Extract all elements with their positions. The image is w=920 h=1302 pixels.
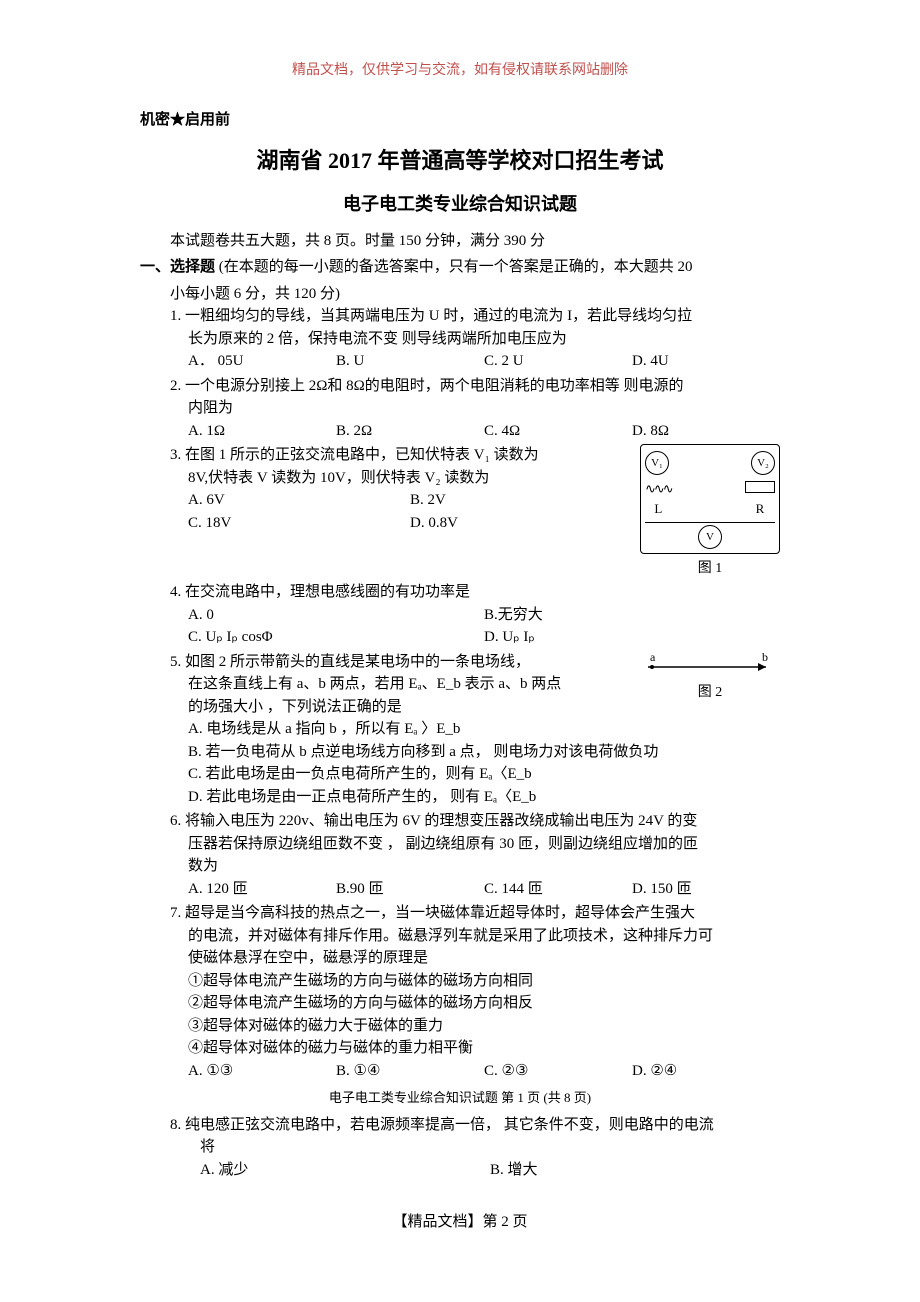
q3-stem2: 8V,伏特表 V 读数为 10V，则伏特表 V₂ 读数为 bbox=[188, 467, 632, 490]
q7-stmt-3: ③超导体对磁体的磁力大于磁体的重力 bbox=[188, 1015, 780, 1038]
q4-opt-c: C. Uₚ Iₚ cosΦ bbox=[188, 626, 484, 649]
q6-opt-a: A. 120 匝 bbox=[188, 878, 336, 901]
q3-opt-a: A. 6V bbox=[188, 489, 410, 512]
q1-stem2: 长为原来的 2 倍，保持电流不变 则导线两端所加电压应为 bbox=[188, 328, 780, 351]
q5-opt-a: A. 电场线是从 a 指向 b ，所以有 Eₐ 〉E_b bbox=[188, 718, 780, 741]
q8-opt-a: A. 减少 bbox=[200, 1159, 490, 1182]
fig1-meter-v: V bbox=[698, 525, 722, 549]
question-7: 7. 超导是当今高科技的热点之一，当一块磁体靠近超导体时，超导体会产生强大 的电… bbox=[170, 902, 780, 1082]
q1-opt-d: D. 4U bbox=[632, 350, 780, 373]
q7-stmt-4: ④超导体对磁体的磁力与磁体的重力相平衡 bbox=[188, 1037, 780, 1060]
q6-stem2: 压器若保持原边绕组匝数不变 ， 副边绕组原有 30 匝，则副边绕组应增加的匝 bbox=[188, 833, 780, 856]
q7-stem1: 7. 超导是当今高科技的热点之一，当一块磁体靠近超导体时，超导体会产生强大 bbox=[170, 902, 780, 925]
question-3: 3. 在图 1 所示的正弦交流电路中，已知伏特表 V₁ 读数为 8V,伏特表 V… bbox=[170, 444, 780, 579]
question-8: 8. 纯电感正弦交流电路中，若电源频率提高一倍， 其它条件不变，则电路中的电流 … bbox=[170, 1114, 780, 1182]
q2-opt-a: A. 1Ω bbox=[188, 420, 336, 443]
q4-opt-b: B.无穷大 bbox=[484, 604, 780, 627]
question-1: 1. 一粗细均匀的导线，当其两端电压为 U 时，通过的电流为 I，若此导线均匀拉… bbox=[170, 305, 780, 373]
q3-opt-c: C. 18V bbox=[188, 512, 410, 535]
page-footer: 【精品文档】第 2 页 bbox=[140, 1211, 780, 1234]
q3-opt-b: B. 2V bbox=[410, 489, 632, 512]
question-2: 2. 一个电源分别接上 2Ω和 8Ω的电阻时，两个电阻消耗的电功率相等 则电源的… bbox=[170, 375, 780, 443]
q7-stmt-2: ②超导体电流产生磁场的方向与磁体的磁场方向相反 bbox=[188, 992, 780, 1015]
q3-stem1: 3. 在图 1 所示的正弦交流电路中，已知伏特表 V₁ 读数为 bbox=[170, 444, 632, 467]
q8-stem1: 8. 纯电感正弦交流电路中，若电源频率提高一倍， 其它条件不变，则电路中的电流 bbox=[170, 1114, 780, 1137]
q1-stem1: 1. 一粗细均匀的导线，当其两端电压为 U 时，通过的电流为 I，若此导线均匀拉 bbox=[170, 305, 780, 328]
q5-opt-c: C. 若此电场是由一负点电荷所产生的，则有 Eₐ〈E_b bbox=[188, 763, 780, 786]
q2-opt-c: C. 4Ω bbox=[484, 420, 632, 443]
q6-stem1: 6. 将输入电压为 220v、输出电压为 6V 的理想变压器改绕成输出电压为 2… bbox=[170, 810, 780, 833]
fig2-caption: 图 2 bbox=[640, 682, 780, 703]
q7-stem3: 使磁体悬浮在空中，磁悬浮的原理是 bbox=[188, 947, 780, 970]
exam-title-main: 湖南省 2017 年普通高等学校对口招生考试 bbox=[140, 144, 780, 177]
fig1-caption: 图 1 bbox=[640, 558, 780, 579]
figure-1: V₁ V₂ ∿∿∿L R V 图 1 bbox=[640, 444, 780, 579]
section-1-desc2: 小每小题 6 分，共 120 分) bbox=[170, 283, 780, 306]
fig1-meter-v2: V₂ bbox=[751, 451, 775, 475]
q1-opt-b: B. U bbox=[336, 350, 484, 373]
q5-opt-b: B. 若一负电荷从 b 点逆电场线方向移到 a 点， 则电场力对该电荷做负功 bbox=[188, 741, 780, 764]
q8-opt-b: B. 增大 bbox=[490, 1159, 780, 1182]
q3-opt-d: D. 0.8V bbox=[410, 512, 632, 535]
q2-stem2: 内阻为 bbox=[188, 397, 780, 420]
fig2-arrow-icon: a b bbox=[640, 651, 780, 675]
q6-stem3: 数为 bbox=[188, 855, 780, 878]
figure-2: a b 图 2 bbox=[640, 651, 780, 704]
q5-stem1: 5. 如图 2 所示带箭头的直线是某电场中的一条电场线， bbox=[170, 651, 632, 674]
q6-opt-c: C. 144 匝 bbox=[484, 878, 632, 901]
fig2-label-a: a bbox=[650, 651, 656, 664]
q8-stem2: 将 bbox=[200, 1136, 780, 1159]
q1-opt-a: A． 05U bbox=[188, 350, 336, 373]
fig1-meter-v1: V₁ bbox=[645, 451, 669, 475]
section-1-header: 一、选择题 (在本题的每一小题的备选答案中，只有一个答案是正确的，本大题共 20 bbox=[140, 256, 780, 279]
section-1-label: 一、选择题 bbox=[140, 259, 215, 275]
q1-opt-c: C. 2 U bbox=[484, 350, 632, 373]
q7-opt-d: D. ②④ bbox=[632, 1060, 780, 1083]
q6-opt-d: D. 150 匝 bbox=[632, 878, 780, 901]
q7-opt-c: C. ②③ bbox=[484, 1060, 632, 1083]
q4-stem: 4. 在交流电路中，理想电感线圈的有功功率是 bbox=[170, 581, 780, 604]
q4-opt-d: D. Uₚ Iₚ bbox=[484, 626, 780, 649]
inner-page-number: 电子电工类专业综合知识试题 第 1 页 (共 8 页) bbox=[140, 1088, 780, 1108]
q2-opt-d: D. 8Ω bbox=[632, 420, 780, 443]
secret-label: 机密★启用前 bbox=[140, 109, 780, 132]
q6-opt-b: B.90 匝 bbox=[336, 878, 484, 901]
question-4: 4. 在交流电路中，理想电感线圈的有功功率是 A. 0 B.无穷大 C. Uₚ … bbox=[170, 581, 780, 649]
question-5: 5. 如图 2 所示带箭头的直线是某电场中的一条电场线， 在这条直线上有 a、b… bbox=[170, 651, 780, 809]
q7-opt-b: B. ①④ bbox=[336, 1060, 484, 1083]
q5-stem3: 的场强大小 ，下列说法正确的是 bbox=[188, 696, 632, 719]
q2-stem1: 2. 一个电源分别接上 2Ω和 8Ω的电阻时，两个电阻消耗的电功率相等 则电源的 bbox=[170, 375, 780, 398]
q4-opt-a: A. 0 bbox=[188, 604, 484, 627]
q5-opt-d: D. 若此电场是由一正点电荷所产生的， 则有 Eₐ〈E_b bbox=[188, 786, 780, 809]
fig1-resistor: R bbox=[745, 479, 775, 518]
section-1-desc: (在本题的每一小题的备选答案中，只有一个答案是正确的，本大题共 20 bbox=[215, 259, 693, 275]
q7-stem2: 的电流，并对磁体有排斥作用。磁悬浮列车就是采用了此项技术，这种排斥力可 bbox=[188, 925, 780, 948]
q7-stmt-1: ①超导体电流产生磁场的方向与磁体的磁场方向相同 bbox=[188, 970, 780, 993]
q2-opt-b: B. 2Ω bbox=[336, 420, 484, 443]
exam-intro: 本试题卷共五大题，共 8 页。时量 150 分钟，满分 390 分 bbox=[140, 230, 780, 253]
exam-title-sub: 电子电工类专业综合知识试题 bbox=[140, 191, 780, 218]
fig1-inductor: ∿∿∿L bbox=[645, 479, 672, 518]
q5-stem2: 在这条直线上有 a、b 两点，若用 Eₐ、E_b 表示 a、b 两点 bbox=[188, 673, 632, 696]
fig2-label-b: b bbox=[762, 651, 768, 664]
question-6: 6. 将输入电压为 220v、输出电压为 6V 的理想变压器改绕成输出电压为 2… bbox=[170, 810, 780, 900]
q7-opt-a: A. ①③ bbox=[188, 1060, 336, 1083]
watermark-note: 精品文档，仅供学习与交流，如有侵权请联系网站删除 bbox=[140, 60, 780, 81]
